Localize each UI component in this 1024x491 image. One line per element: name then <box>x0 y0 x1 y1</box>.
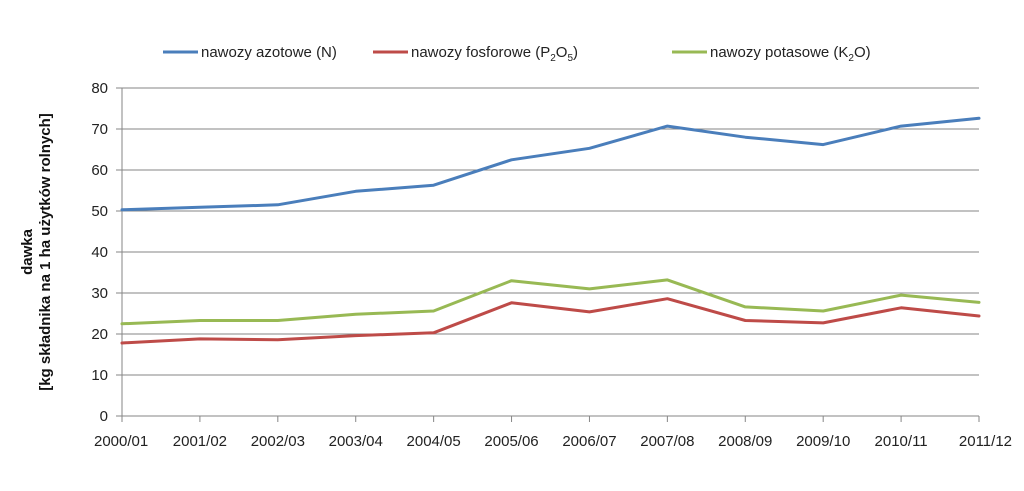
y-tick-label: 40 <box>91 244 108 261</box>
series-line-0 <box>120 116 981 212</box>
x-tick-label: 2004/05 <box>407 433 461 450</box>
x-tick-label: 2006/07 <box>562 433 616 450</box>
y-tick-label: 10 <box>91 367 108 384</box>
x-tick-label: 2000/01 <box>94 433 148 450</box>
y-tick-label: 80 <box>91 80 108 97</box>
y-axis-label-line2: [kg składnika na 1 ha użytków rolnych] <box>37 113 54 391</box>
x-tick-label: 2005/06 <box>484 433 538 450</box>
x-tick-label: 2001/02 <box>173 433 227 450</box>
legend-entry-2: nawozy potasowe (K2O) <box>710 44 871 64</box>
x-tick-label: 2010/11 <box>875 433 928 450</box>
legend-entry-0: nawozy azotowe (N) <box>201 44 337 61</box>
x-tick-label: 2008/09 <box>718 433 772 450</box>
x-tick-label: 2003/04 <box>329 433 383 450</box>
y-tick-label: 30 <box>91 285 108 302</box>
y-tick-label: 70 <box>91 121 108 138</box>
y-tick-label: 0 <box>100 408 108 425</box>
x-tick-label: 2007/08 <box>640 433 694 450</box>
x-tick-label: 2009/10 <box>796 433 850 450</box>
x-tick-label: 2002/03 <box>251 433 305 450</box>
x-tick-label: 2011/12 <box>959 433 1012 450</box>
series-line-2 <box>120 278 981 326</box>
series-line-1 <box>120 297 981 345</box>
y-tick-label: 50 <box>91 203 108 220</box>
legend-entry-1: nawozy fosforowe (P2O5) <box>411 44 578 64</box>
y-tick-label: 20 <box>91 326 108 343</box>
y-axis-label-line1: dawka <box>19 228 36 275</box>
y-tick-label: 60 <box>91 162 108 179</box>
